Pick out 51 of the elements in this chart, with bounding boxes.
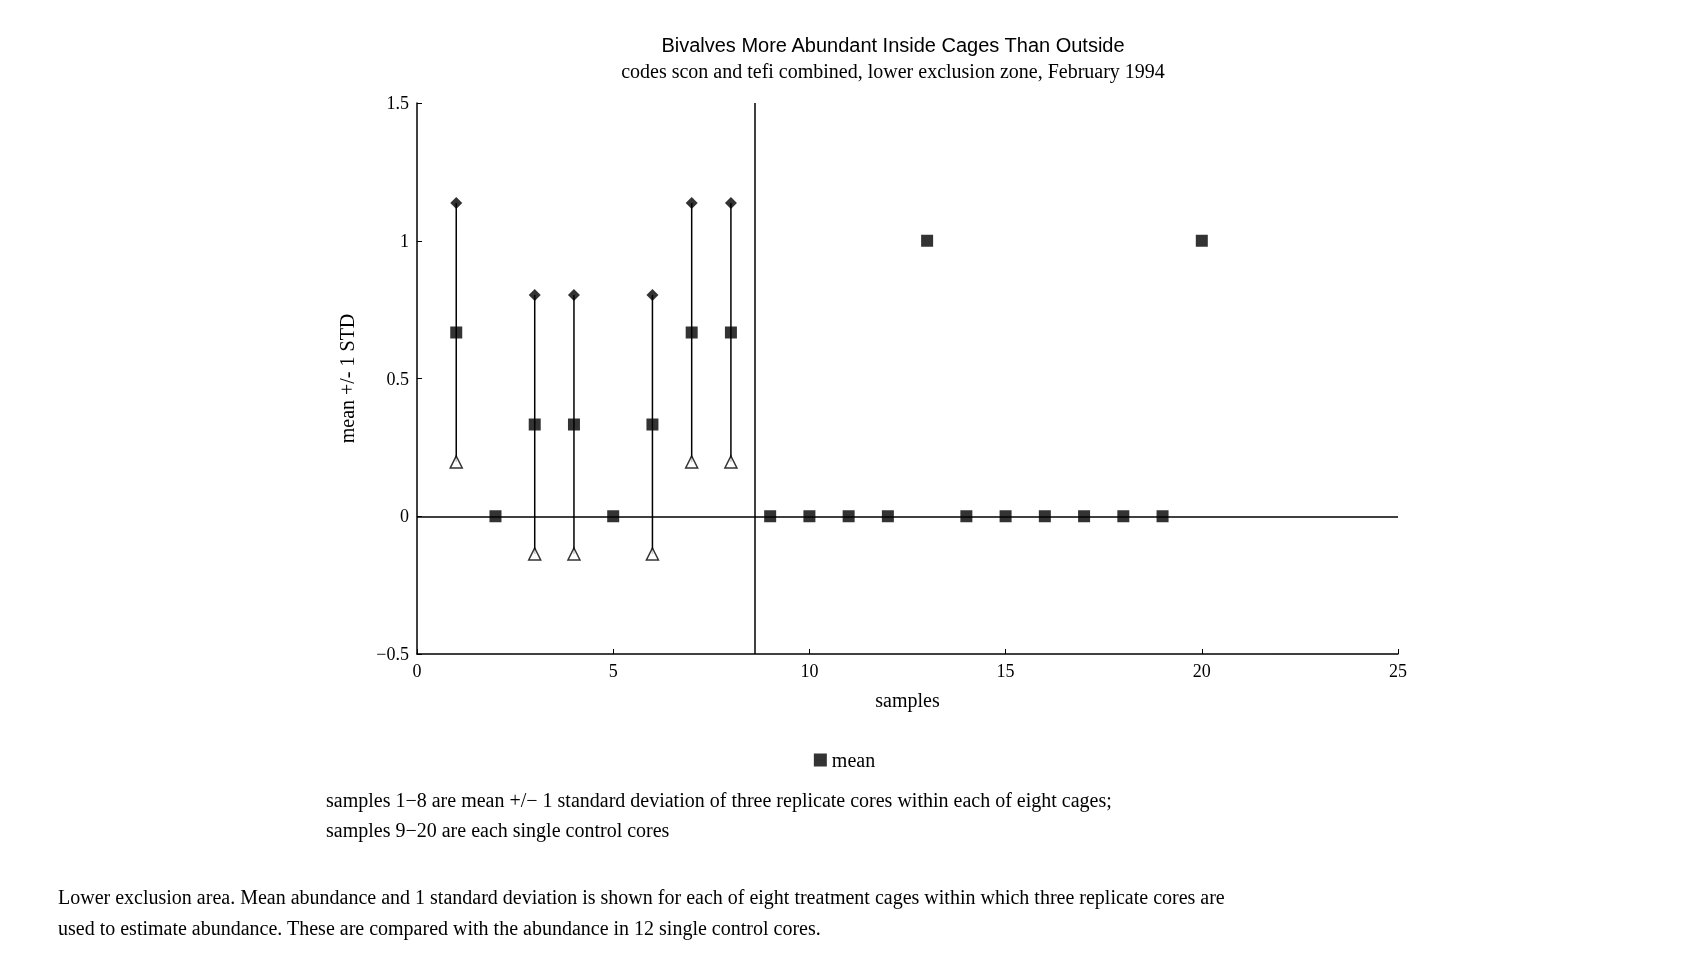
point xyxy=(450,197,463,210)
point xyxy=(646,289,659,302)
text: samples 1−8 are mean +/− 1 standard deviation of three replicate cores within each of eight cages; xyxy=(326,789,1112,812)
point xyxy=(489,510,502,523)
point xyxy=(764,510,777,523)
point xyxy=(803,510,816,523)
y-tick-label: 0.5 xyxy=(386,368,409,389)
y-tick-label: 1.5 xyxy=(386,93,409,113)
point xyxy=(881,510,894,523)
point xyxy=(646,418,659,431)
point xyxy=(684,455,699,469)
point xyxy=(567,547,581,561)
text: samples 9−20 are each single control cores xyxy=(326,819,670,842)
point xyxy=(999,510,1012,523)
point xyxy=(724,455,738,469)
point xyxy=(921,234,934,247)
chart-subtitle: codes scon and tefi combined, lower exclusion zone, February 1994 xyxy=(621,60,1165,83)
point xyxy=(1117,510,1130,523)
text: used to estimate abundance. These are compared with the abundance in 12 single control cores. xyxy=(58,917,821,940)
point xyxy=(685,326,698,339)
point xyxy=(1078,510,1091,523)
y-tick-label: 1 xyxy=(400,230,409,251)
chart-title: Bivalves More Abundant Inside Cages Than Outside xyxy=(661,34,1125,56)
y-axis-title: mean +/- 1 STD xyxy=(336,313,358,444)
x-tick-label: 10 xyxy=(800,661,819,681)
y-tick-label: −0.5 xyxy=(376,644,409,664)
x-tick-label: 20 xyxy=(1192,661,1211,681)
point xyxy=(527,547,542,561)
point xyxy=(567,418,580,431)
x-axis-title: samples xyxy=(875,689,940,712)
point xyxy=(645,547,660,561)
point xyxy=(1195,234,1208,247)
point xyxy=(449,455,463,469)
point xyxy=(724,197,737,210)
point xyxy=(842,510,855,523)
point xyxy=(960,510,973,523)
point xyxy=(1156,510,1169,523)
y-tick-label: 0 xyxy=(400,506,409,527)
legend-label: mean xyxy=(831,749,876,771)
point xyxy=(567,289,580,302)
x-tick-label: 25 xyxy=(1389,661,1407,681)
point xyxy=(450,326,463,339)
x-tick-label: 15 xyxy=(996,661,1015,681)
point xyxy=(528,289,541,302)
point xyxy=(1038,510,1051,523)
point xyxy=(685,197,698,210)
point xyxy=(724,326,737,339)
x-tick-label: 5 xyxy=(608,661,618,681)
text: Lower exclusion area. Mean abundance and 1 standard deviation is shown for each of eight treatment cages within which three replicate cores are xyxy=(58,886,1225,909)
point xyxy=(607,510,620,523)
point xyxy=(528,418,541,431)
